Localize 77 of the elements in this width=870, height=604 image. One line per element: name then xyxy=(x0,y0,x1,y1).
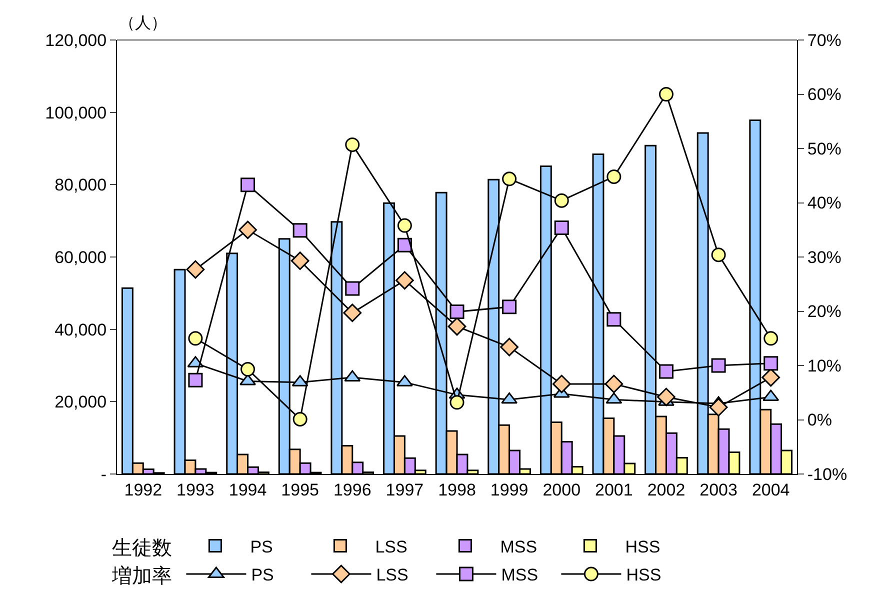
point xyxy=(606,169,622,184)
point xyxy=(502,172,517,186)
point xyxy=(500,338,519,356)
point xyxy=(397,238,412,252)
y2-tick-label: 0% xyxy=(807,410,832,430)
y-tick-label: 20,000 xyxy=(54,392,107,412)
point xyxy=(188,372,203,388)
y-tick-label: 80,000 xyxy=(54,176,107,195)
text: 増加率 xyxy=(112,565,172,588)
point xyxy=(240,178,256,192)
x-tick-label: 2000 xyxy=(542,480,581,500)
point xyxy=(450,304,464,320)
x-tick-label: 1998 xyxy=(438,480,476,500)
y-tick-label: 40,000 xyxy=(54,320,107,340)
point xyxy=(554,220,569,235)
point xyxy=(292,223,308,238)
y2-tick-label: 50% xyxy=(807,139,842,158)
point xyxy=(606,312,622,327)
x-tick-label: 1999 xyxy=(490,480,528,500)
point xyxy=(501,392,518,404)
y-tick-label: 60,000 xyxy=(54,248,107,267)
x-tick-label: 1994 xyxy=(228,480,267,500)
y2-tick-label: -10% xyxy=(807,464,848,484)
y2-tick-label: 70% xyxy=(807,30,842,50)
point xyxy=(186,260,205,279)
point xyxy=(502,300,517,314)
point xyxy=(292,412,308,426)
x-tick-label: 1997 xyxy=(386,480,424,500)
legend-label: PS xyxy=(250,537,273,556)
y2-tick-label: 40% xyxy=(807,194,842,213)
legend-label: PS xyxy=(251,566,274,585)
point xyxy=(764,356,778,371)
point xyxy=(290,252,310,270)
point xyxy=(657,388,676,406)
point xyxy=(764,331,778,346)
y-tick-label: 100,000 xyxy=(45,103,107,122)
point xyxy=(658,364,674,379)
point xyxy=(554,193,569,208)
y2-tick-label: 10% xyxy=(807,356,842,376)
point xyxy=(606,392,622,404)
point xyxy=(604,374,624,394)
point xyxy=(238,220,257,240)
text: 生徒数 xyxy=(112,537,172,560)
x-tick-label: 1996 xyxy=(333,480,372,500)
y2-tick-label: 60% xyxy=(807,85,842,104)
point xyxy=(240,362,256,377)
legend-label: HSS xyxy=(625,537,660,556)
legend-label: LSS xyxy=(375,537,408,556)
point xyxy=(711,358,726,373)
legend-label: HSS xyxy=(626,566,662,585)
point xyxy=(343,304,362,322)
legend-label: MSS xyxy=(500,537,538,556)
point xyxy=(395,271,414,290)
x-tick-label: 1995 xyxy=(281,480,319,500)
point xyxy=(709,398,728,416)
x-tick-label: 2002 xyxy=(647,480,686,500)
y2-tick-label: 30% xyxy=(807,248,842,267)
y-tick-label: - xyxy=(100,464,107,484)
y2-tick-label: 20% xyxy=(807,302,842,322)
point xyxy=(448,317,466,336)
x-tick-label: 2004 xyxy=(752,480,790,500)
point xyxy=(345,281,360,296)
point xyxy=(188,331,203,346)
x-tick-label: 1993 xyxy=(176,480,214,500)
legend-label: LSS xyxy=(376,566,408,585)
point xyxy=(345,137,360,152)
point xyxy=(397,218,412,233)
point xyxy=(711,248,726,262)
x-tick-label: 1992 xyxy=(124,480,162,500)
x-tick-label: 2001 xyxy=(595,480,633,500)
point xyxy=(552,374,571,394)
x-tick-label: 2003 xyxy=(700,480,738,500)
y-tick-label: 120,000 xyxy=(45,30,107,50)
point xyxy=(658,87,674,102)
y-axis-title: （人） xyxy=(119,15,167,32)
legend-label: MSS xyxy=(501,566,538,585)
point xyxy=(450,395,464,410)
